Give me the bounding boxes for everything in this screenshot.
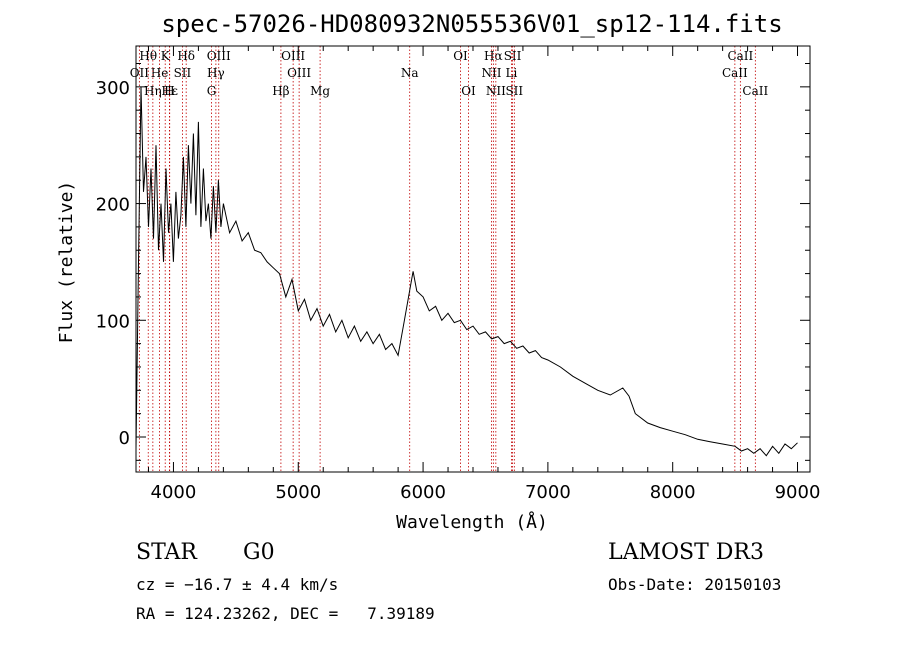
spectral-line-label-12: Hγ [207,66,225,80]
axis-ticks: 4000 5000 6000 7000 8000 9000 0 100 200 300 [96,46,821,503]
spectral-line-label-26: SII [505,84,523,98]
y-tick-label-300: 300 [96,78,130,99]
chart-title: spec-57026-HD080932N055536V01_sp12-114.f… [161,10,782,38]
spectral-line-label-11: SII [174,66,192,80]
spectral-line-label-23: Mg [310,84,330,98]
spectral-line-label-3: OIII [207,49,231,63]
spectral-line-label-17: CaII [722,66,748,80]
spectral-line-label-6: Hα [484,49,503,63]
spectral-line-label-25: NII [486,84,506,98]
y-tick-label-0: 0 [119,428,130,449]
redshift-velocity: cz = −16.7 ± 4.4 km/s [136,575,339,594]
spectral-line-label-14: Na [401,66,419,80]
y-tick-label-100: 100 [96,311,130,332]
survey-name: LAMOST DR3 [608,540,764,565]
spectral-line-label-7: SII [504,49,522,63]
plot-frame [135,45,811,473]
spectral-line-label-24: OI [461,84,476,98]
spectral-line-label-10: He [151,66,169,80]
x-tick-label-7000: 7000 [525,482,571,503]
x-tick-label-9000: 9000 [775,482,821,503]
x-axis-label: Wavelength (Å) [396,511,548,533]
spectral-line-label-21: G [207,84,217,98]
spectral-line-label-8: CaII [727,49,753,63]
spectral-line-label-22: Hβ [272,84,289,98]
spectral-line-label-13: OIII [287,66,311,80]
observation-date: Obs-Date: 20150103 [608,575,782,594]
spectral-line-label-9: OII [130,66,150,80]
spectral-line-label-1: K [161,49,171,63]
spectral-line-label-18: Hε [161,84,178,98]
x-tick-label-6000: 6000 [400,482,446,503]
spectral-line-label-15: NII [481,66,501,80]
spectral-line-label-16: Li [506,66,518,80]
spectral-line-label-19: Hη [144,84,162,98]
spectral-line-label-4: OIII [281,49,305,63]
y-tick-label-200: 200 [96,195,130,216]
x-tick-label-8000: 8000 [650,482,696,503]
spectral-line-label-5: OI [453,49,468,63]
spectral-line-label-27: CaII [742,84,768,98]
y-axis-label: Flux (relative) [56,181,77,344]
object-class: STAR [136,540,197,565]
x-tick-label-5000: 5000 [275,482,321,503]
object-subclass: G0 [243,540,275,565]
spectral-line-label-2: Hδ [177,49,195,63]
spectral-line-label-20: H [164,84,174,98]
spectral-line-label-0: Hθ [139,49,157,63]
spectrum-series-flux [135,86,798,457]
coordinates: RA = 124.23262, DEC = 7.39189 [136,604,435,623]
x-tick-label-4000: 4000 [151,482,197,503]
